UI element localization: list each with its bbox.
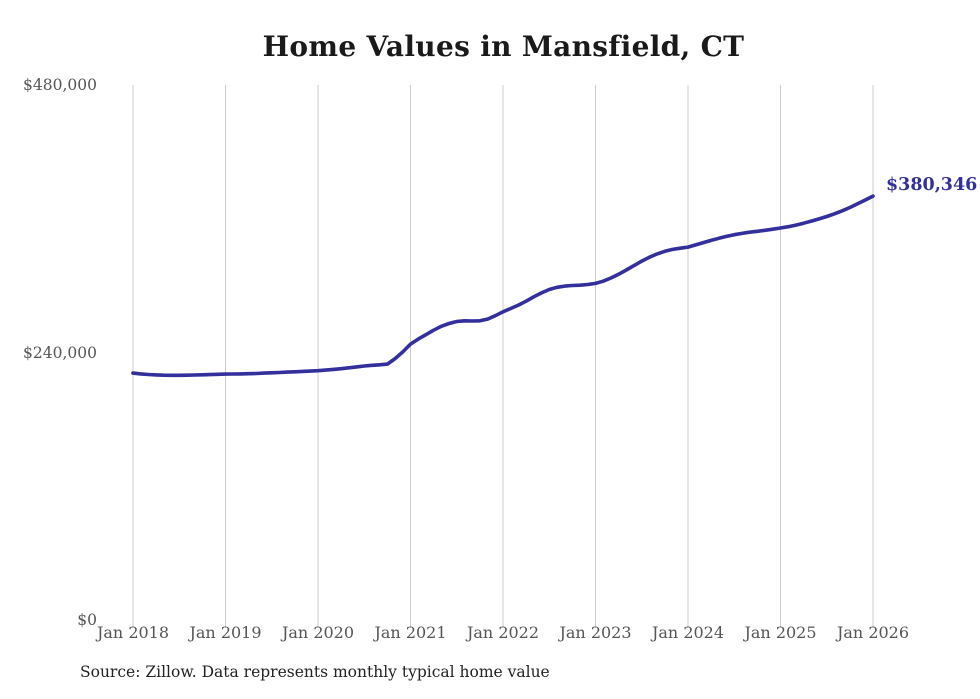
- final-value-label: $380,346: [886, 175, 978, 195]
- source-note: Source: Zillow. Data represents monthly …: [80, 663, 550, 681]
- home-value-line: [131, 194, 875, 378]
- chart-title: Home Values in Mansfield, CT: [262, 30, 745, 63]
